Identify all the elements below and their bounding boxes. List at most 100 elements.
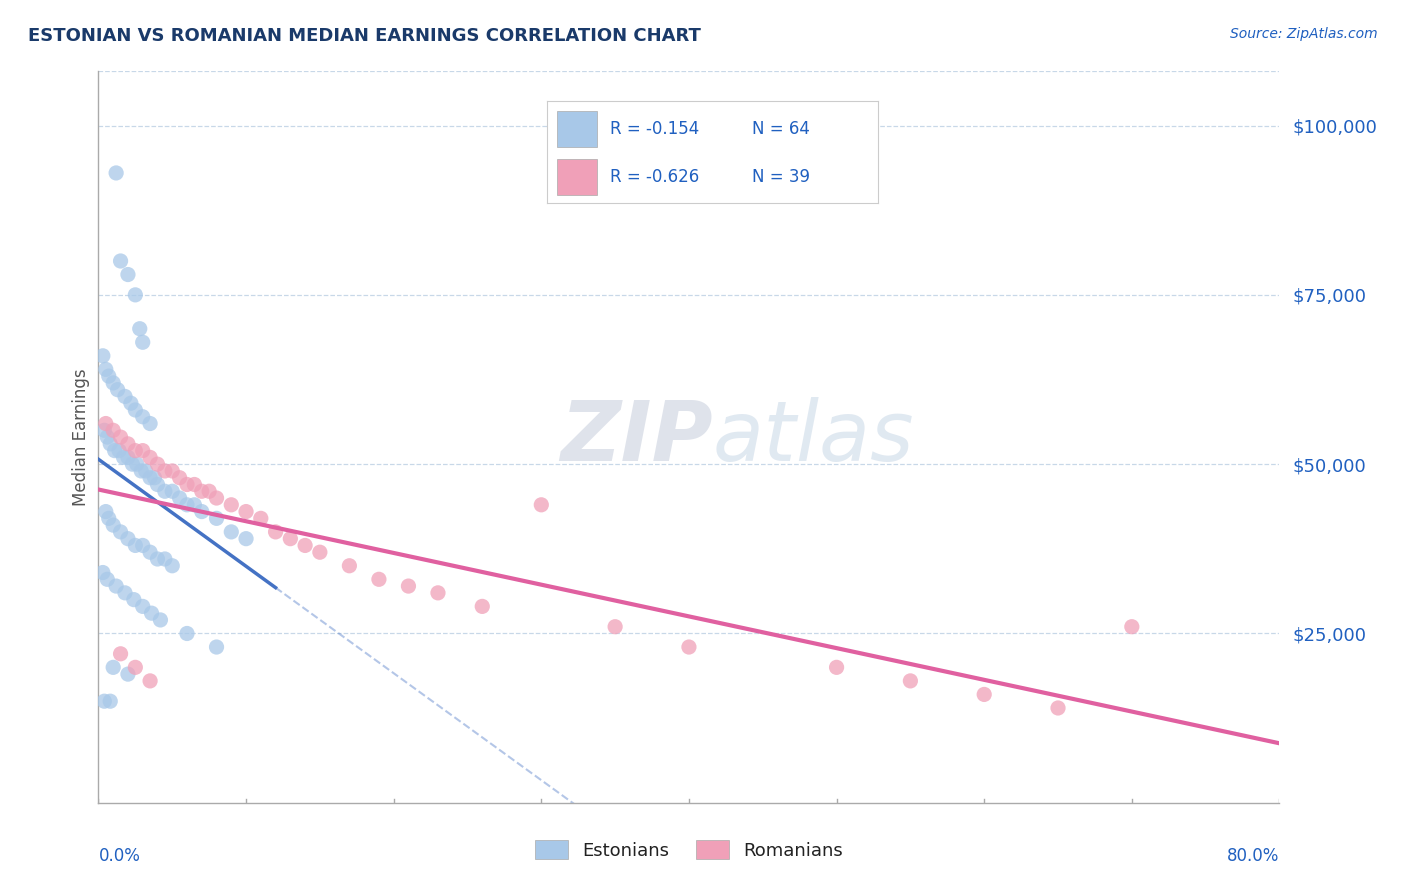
Point: [153, 484, 176, 499]
Point: [191, 484, 214, 499]
Point: [139, 417, 162, 431]
Point: [169, 471, 191, 485]
Point: [169, 491, 191, 505]
Point: [294, 538, 316, 552]
Point: [96, 430, 118, 444]
Point: [825, 660, 848, 674]
Point: [105, 579, 128, 593]
Point: [129, 464, 152, 478]
Point: [120, 396, 142, 410]
Point: [264, 524, 287, 539]
Point: [309, 545, 332, 559]
Point: [1121, 620, 1143, 634]
Point: [143, 471, 166, 485]
Point: [153, 464, 176, 478]
Point: [205, 511, 228, 525]
Point: [141, 606, 163, 620]
Point: [153, 552, 176, 566]
Point: [98, 694, 121, 708]
Point: [900, 673, 922, 688]
Point: [205, 491, 228, 505]
Point: [107, 383, 129, 397]
Point: [139, 673, 162, 688]
Point: [198, 484, 221, 499]
Point: [132, 599, 155, 614]
Point: [128, 322, 150, 336]
Point: [94, 362, 117, 376]
Point: [124, 288, 146, 302]
Point: [235, 505, 257, 519]
Point: [124, 660, 146, 674]
Point: [176, 498, 198, 512]
Point: [368, 572, 391, 586]
Point: [146, 457, 169, 471]
Point: [124, 538, 146, 552]
Point: [471, 599, 494, 614]
Point: [146, 477, 169, 491]
Point: [176, 477, 198, 491]
Text: 0.0%: 0.0%: [98, 847, 141, 864]
Point: [93, 694, 115, 708]
Point: [162, 558, 183, 573]
Point: [139, 450, 162, 465]
Point: [973, 688, 995, 702]
Point: [235, 532, 257, 546]
Point: [139, 545, 162, 559]
Point: [183, 477, 205, 491]
Point: [191, 505, 214, 519]
Point: [183, 498, 205, 512]
Text: ESTONIAN VS ROMANIAN MEDIAN EARNINGS CORRELATION CHART: ESTONIAN VS ROMANIAN MEDIAN EARNINGS COR…: [28, 27, 702, 45]
Point: [139, 471, 162, 485]
Point: [339, 558, 361, 573]
Point: [110, 254, 132, 268]
Point: [205, 640, 228, 654]
Point: [124, 443, 146, 458]
Point: [132, 335, 155, 350]
Point: [96, 572, 118, 586]
Point: [117, 532, 139, 546]
Point: [250, 511, 273, 525]
Point: [132, 409, 155, 424]
Point: [105, 166, 128, 180]
Point: [91, 566, 114, 580]
Point: [112, 450, 135, 465]
Point: [176, 626, 198, 640]
Point: [117, 667, 139, 681]
Point: [97, 511, 120, 525]
Point: [122, 592, 145, 607]
Text: Source: ZipAtlas.com: Source: ZipAtlas.com: [1230, 27, 1378, 41]
Point: [110, 430, 132, 444]
Point: [398, 579, 420, 593]
Point: [103, 518, 125, 533]
Point: [125, 457, 148, 471]
Point: [280, 532, 302, 546]
Point: [132, 443, 155, 458]
Point: [530, 498, 553, 512]
Point: [135, 464, 157, 478]
Point: [162, 464, 183, 478]
Text: 80.0%: 80.0%: [1227, 847, 1279, 864]
Point: [103, 423, 125, 437]
Point: [94, 417, 117, 431]
Point: [1047, 701, 1070, 715]
Y-axis label: Median Earnings: Median Earnings: [72, 368, 90, 506]
Point: [427, 586, 450, 600]
Point: [104, 443, 127, 458]
Point: [97, 369, 120, 384]
Point: [132, 538, 155, 552]
Point: [114, 586, 136, 600]
Point: [149, 613, 172, 627]
Text: ZIP: ZIP: [560, 397, 713, 477]
Point: [146, 552, 169, 566]
Point: [103, 660, 125, 674]
Point: [221, 524, 243, 539]
Legend: Estonians, Romanians: Estonians, Romanians: [527, 833, 851, 867]
Point: [110, 647, 132, 661]
Point: [114, 389, 136, 403]
Point: [117, 437, 139, 451]
Point: [94, 505, 117, 519]
Point: [91, 349, 114, 363]
Point: [117, 450, 139, 465]
Point: [221, 498, 243, 512]
Point: [98, 437, 121, 451]
